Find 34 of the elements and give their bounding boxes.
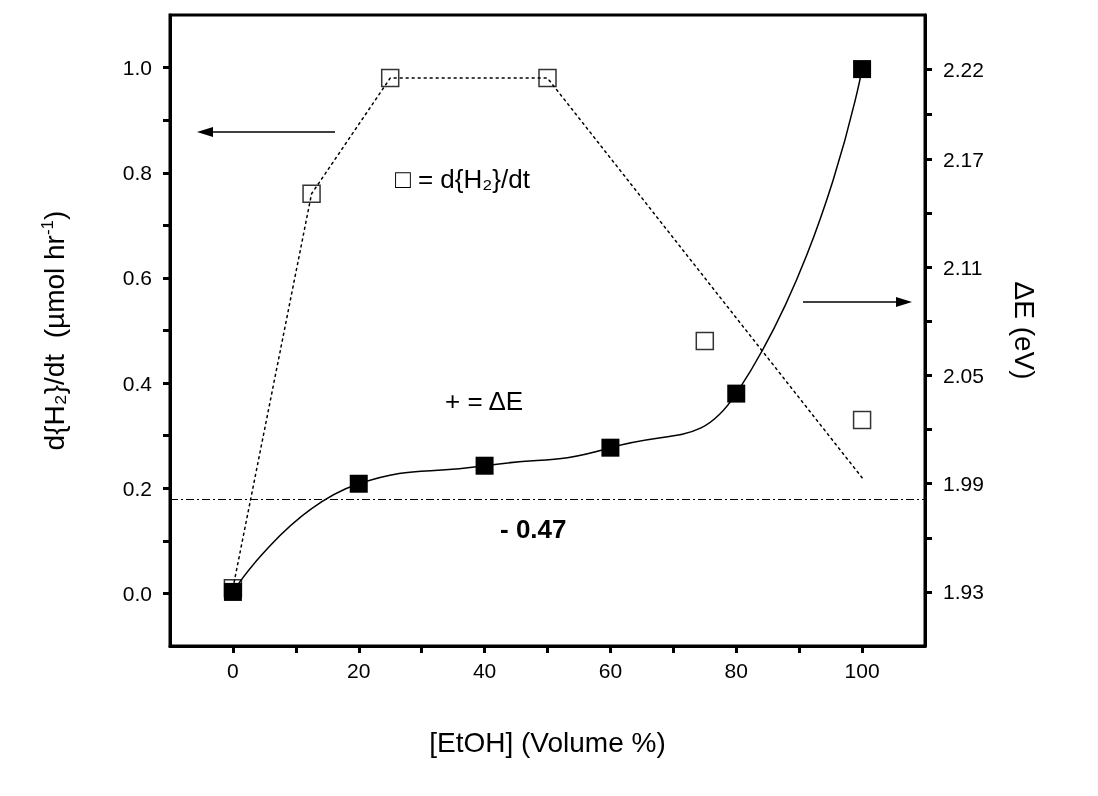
y2-tick-label: 2.05: [943, 364, 984, 388]
y2-tick-label: 2.11: [943, 255, 983, 279]
x-tick-label: 100: [844, 659, 880, 682]
annotation: - 0.47: [500, 514, 567, 544]
point: [349, 474, 368, 493]
annotation: + = ΔE: [445, 386, 524, 416]
point: [727, 384, 746, 403]
y2-tick-label: 1.93: [943, 580, 984, 604]
point: [380, 68, 400, 88]
x-tick-label: 60: [598, 659, 623, 682]
point: [302, 184, 321, 204]
y2-tick-label: 2.22: [943, 57, 984, 81]
x-axis-title: [EtOH] (Volume %): [429, 726, 666, 758]
point: [475, 456, 494, 475]
x-tick-label: 20: [347, 659, 371, 682]
y-tick-label: 0.4: [122, 371, 153, 395]
y-axis-title: d{H₂}/dt (µmol hr-1): [38, 210, 70, 451]
point: [853, 60, 872, 79]
y2-tick-label: 1.99: [943, 472, 984, 496]
y-tick-label: 0.8: [122, 161, 152, 185]
y-tick-label: 0.6: [122, 266, 152, 290]
y-tick-label: 0.0: [122, 581, 152, 605]
x-tick-label: 0: [227, 659, 239, 682]
y-tick-label: 1.0: [122, 56, 152, 80]
y-tick-label: 0.2: [122, 476, 152, 500]
x-tick-label: 80: [724, 659, 748, 682]
point: [601, 438, 620, 457]
point: [538, 68, 557, 88]
y2-tick-label: 2.17: [943, 147, 984, 171]
point: [695, 331, 715, 351]
point: [852, 410, 872, 430]
annotation: □ = d{H₂}/dt: [395, 164, 531, 194]
x-tick-label: 40: [472, 659, 497, 682]
y2-axis-title: ΔE (eV): [1008, 281, 1040, 380]
